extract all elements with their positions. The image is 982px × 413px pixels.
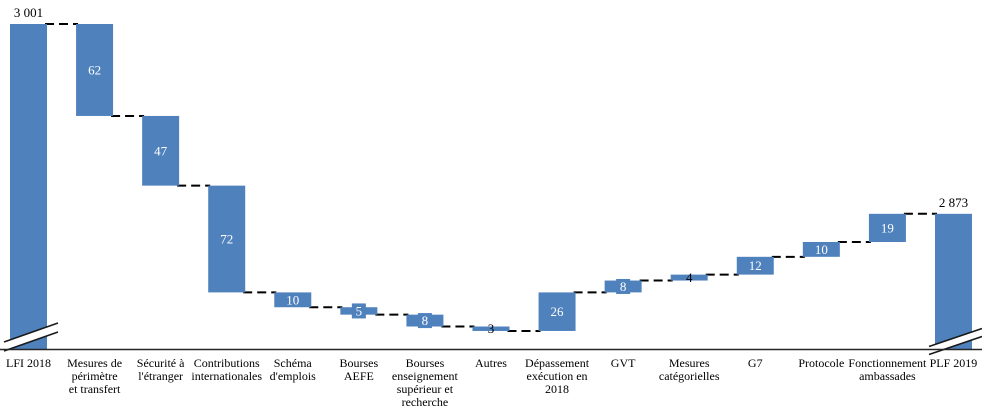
axis-break-line (3, 322, 59, 343)
axis-break-band (929, 328, 982, 355)
bar-value-label: 8 (620, 279, 627, 294)
bar-value-label: 3 (488, 321, 495, 336)
waterfall-bar (472, 326, 510, 331)
waterfall-bar (208, 185, 246, 293)
bar-value-label: 4 (686, 270, 693, 285)
value-label-plate (616, 278, 631, 294)
axis-break-line (928, 327, 982, 348)
waterfall-bar (934, 213, 972, 350)
waterfall-bar (538, 292, 576, 331)
waterfall-bar (868, 213, 906, 242)
value-label-plate (417, 313, 432, 329)
bar-value-label: 26 (551, 304, 565, 319)
axis-break-line (3, 331, 59, 352)
bar-value-label: 19 (881, 220, 894, 235)
waterfall-bar (10, 24, 47, 350)
waterfall-bar (142, 115, 180, 186)
bar-value-label: 72 (220, 232, 233, 247)
waterfall-bar (736, 256, 774, 275)
axis-break-band (4, 323, 58, 351)
bar-value-label: 10 (286, 292, 299, 307)
bar-value-label: 10 (815, 242, 828, 257)
value-label-plate (351, 303, 366, 319)
bar-value-label: 5 (356, 303, 363, 318)
waterfall-bar (802, 241, 840, 257)
total-value-label: 2 873 (939, 195, 968, 210)
bar-value-label: 12 (749, 258, 762, 273)
waterfall-bar (670, 274, 708, 281)
bar-value-label: 62 (88, 62, 101, 77)
bar-value-label: 47 (154, 143, 168, 158)
axis-break-line (928, 335, 982, 356)
bar-value-label: 8 (422, 313, 429, 328)
waterfall-bar (76, 24, 114, 116)
waterfall-bar (274, 292, 312, 308)
total-value-label: 3 001 (14, 5, 43, 20)
